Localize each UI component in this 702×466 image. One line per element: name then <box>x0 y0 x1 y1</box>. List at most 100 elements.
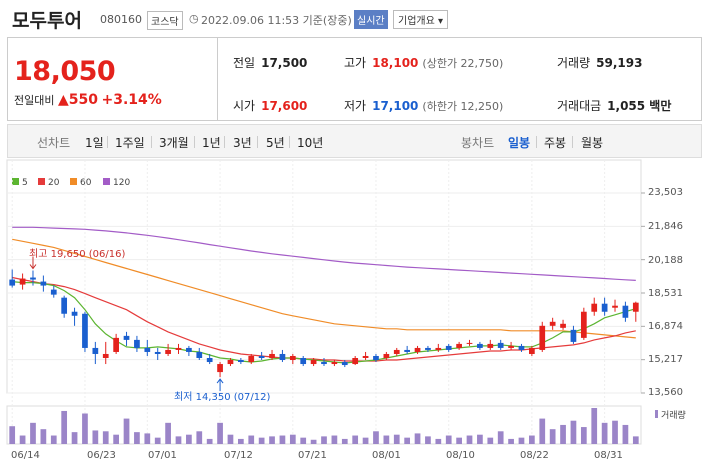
tab-weekly[interactable]: 주봉 <box>544 136 567 150</box>
candle <box>144 347 151 352</box>
candle <box>9 279 16 286</box>
candle <box>258 355 265 359</box>
candle <box>622 305 629 318</box>
candle <box>529 347 535 354</box>
low-price: 저가 17,100 (하한가 12,250) <box>344 99 504 113</box>
candle <box>549 321 556 326</box>
candle <box>352 358 359 365</box>
volume-bar <box>30 422 36 444</box>
tab-1d[interactable]: 1일 <box>85 136 104 150</box>
candle <box>497 342 504 348</box>
legend-ma120: 120 <box>103 178 130 188</box>
high-annotation: 최고 19,650 (06/16) <box>29 249 126 260</box>
up-arrow-icon: ▲ <box>57 92 69 108</box>
x-tick: 07/01 <box>148 450 177 461</box>
volume-bar <box>258 437 265 444</box>
change-amount: 550 <box>68 92 98 108</box>
candle <box>612 305 618 308</box>
volume-bar <box>477 434 483 444</box>
volume-bar <box>508 438 514 444</box>
volume-bar <box>310 439 317 444</box>
x-tick: 08/10 <box>446 450 475 461</box>
candle <box>373 355 379 361</box>
tab-1w[interactable]: 1주일 <box>115 136 145 150</box>
volume-bar <box>196 431 203 444</box>
clock-icon: ◷ <box>189 12 199 25</box>
candle <box>310 360 317 365</box>
candle <box>466 342 473 344</box>
volume-bar <box>435 438 442 444</box>
volume-bar <box>71 432 78 444</box>
volume-bar <box>217 422 223 444</box>
candle <box>82 313 88 348</box>
y-tick: 18,531 <box>648 288 683 299</box>
legend-ma20: 20 <box>38 178 59 188</box>
volume-legend: 거래량 <box>655 408 686 421</box>
company-info-dropdown[interactable]: 기업개요 ▾ <box>393 10 448 29</box>
candle <box>269 353 275 359</box>
stock-header: 모두투어 080160 코스닥 ◷ 2022.09.06 11:53 기준(장중… <box>0 0 702 38</box>
change-percent: +3.14% <box>101 92 162 108</box>
volume-bar <box>456 437 462 444</box>
volume-bar <box>497 431 504 444</box>
volume-bar <box>632 436 639 444</box>
volume-bar <box>300 437 307 444</box>
volume-bar <box>414 433 421 444</box>
volume-bar <box>154 437 161 444</box>
volume-bar <box>601 422 608 444</box>
candle <box>19 278 26 285</box>
volume-bar <box>102 431 109 444</box>
candle <box>113 337 119 352</box>
candle-chart-label: 봉차트 <box>461 136 495 150</box>
tab-5y[interactable]: 5년 <box>266 136 285 150</box>
candle <box>102 353 109 359</box>
candle <box>30 277 36 280</box>
tab-3y[interactable]: 3년 <box>233 136 252 150</box>
x-tick: 08/01 <box>372 450 401 461</box>
tab-monthly[interactable]: 월봉 <box>581 136 604 150</box>
candle <box>71 311 78 316</box>
candle <box>425 347 431 350</box>
tab-daily[interactable]: 일봉 <box>508 136 531 150</box>
volume-bar <box>518 437 525 444</box>
candle <box>601 303 608 312</box>
volume-bar <box>248 435 255 444</box>
candle <box>206 358 213 363</box>
realtime-button[interactable]: 실시간 <box>354 10 388 29</box>
x-tick: 06/14 <box>11 450 40 461</box>
candle <box>134 339 140 348</box>
candle <box>279 353 286 361</box>
candle <box>570 329 577 342</box>
candle <box>165 349 171 354</box>
candle <box>632 302 639 312</box>
volume-bar <box>529 435 535 444</box>
volume-bar <box>383 435 390 444</box>
volume-bar <box>123 418 130 444</box>
volume-bar <box>591 408 598 444</box>
tab-10y[interactable]: 10년 <box>297 136 324 150</box>
candle <box>580 311 587 338</box>
candle <box>560 323 566 328</box>
tab-1y[interactable]: 1년 <box>202 136 221 150</box>
volume-bar <box>612 420 618 444</box>
candle <box>445 345 452 350</box>
volume-bar <box>425 436 431 444</box>
volume-bar <box>289 434 296 444</box>
legend-ma5: 5 <box>12 178 28 188</box>
candle <box>518 345 525 350</box>
candle <box>123 335 130 340</box>
volume-bar <box>321 436 327 444</box>
candle <box>487 343 494 348</box>
open-price: 시가 17,600 <box>233 99 308 113</box>
candle <box>414 347 421 352</box>
volume-bar <box>560 424 566 444</box>
divider <box>217 38 218 120</box>
volume-bar <box>113 434 119 444</box>
tab-3m[interactable]: 3개월 <box>159 136 189 150</box>
volume-bar <box>40 429 47 444</box>
volume-bar <box>144 433 151 444</box>
x-tick: 07/12 <box>224 450 253 461</box>
stock-name: 모두투어 <box>12 10 82 32</box>
volume-bar <box>622 424 629 444</box>
